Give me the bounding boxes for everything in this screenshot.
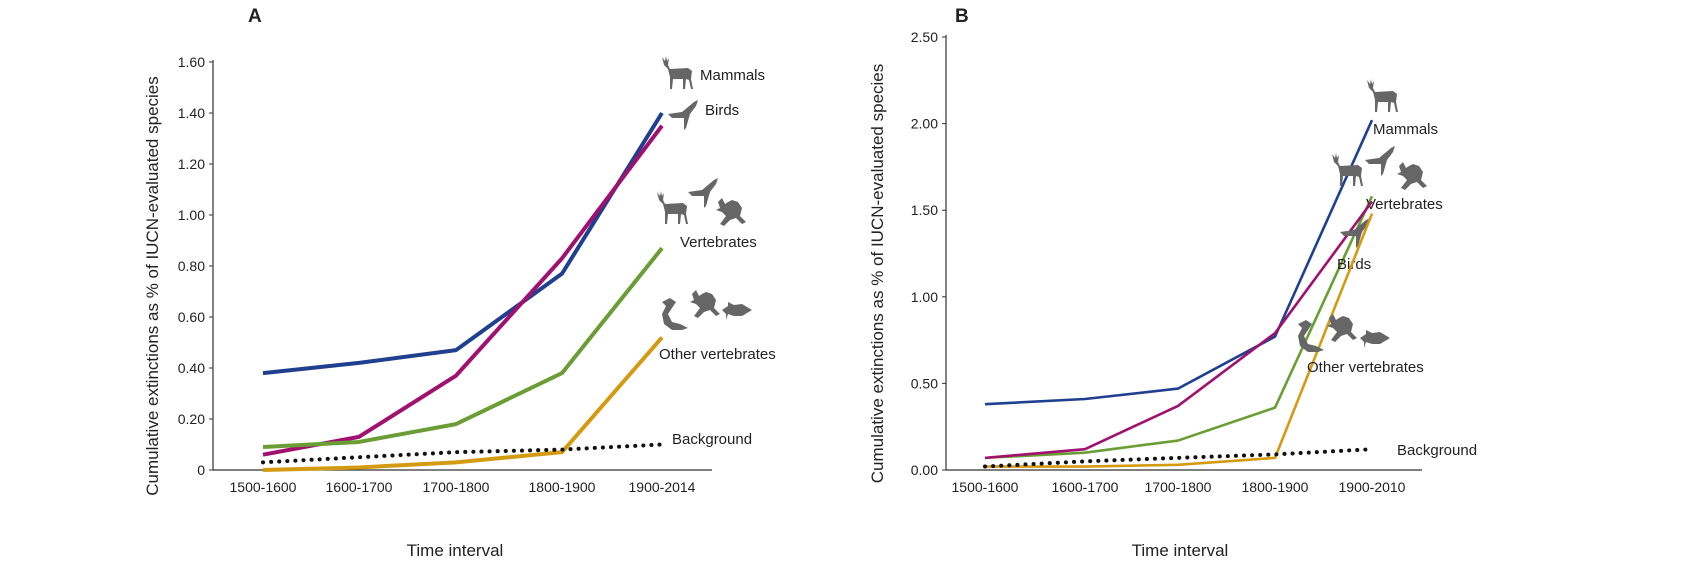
fish-icon [722,302,752,320]
x-tick-label: 1800-1900 [1242,479,1309,495]
x-tick-label: 1600-1700 [1052,479,1119,495]
y-tick-label: 2.50 [911,29,938,45]
frog-icon [690,290,720,318]
y-axis-title: Cumulative extinctions as % of IUCN-eval… [143,76,162,496]
series-label: Other vertebrates [659,346,776,363]
x-axis-title: Time interval [1132,541,1229,560]
frog-icon [1397,162,1427,190]
deer-icon [1332,153,1363,186]
deer-icon [1367,79,1398,112]
x-tick-label: 1600-1700 [326,479,393,495]
chart-panel-a: 0 0.20 0.40 0.60 0.80 1.00 1.20 1.40 1.60 1500-16… [143,6,776,560]
series-line-other-vertebrates [263,337,662,470]
y-tick-label: 0.20 [178,411,205,427]
series-label: Mammals [700,67,765,84]
y-tick-label: 0.00 [911,462,938,478]
series-line-background [263,445,662,463]
y-tick-label: 0.80 [178,258,205,274]
y-tick-label: 1.00 [911,289,938,305]
series-label: Birds [705,102,739,119]
x-axis-title: Time interval [407,541,504,560]
series-line-birds [985,202,1372,458]
deer-icon [662,56,693,89]
y-tick-label: 1.60 [178,54,205,70]
frog-icon [716,198,746,226]
series-label: Vertebrates [1366,196,1443,213]
bird-icon [1365,146,1395,176]
series-label: Background [1397,442,1477,459]
x-tick-label: 1800-1900 [529,479,596,495]
bird-icon [668,100,698,130]
series-line-mammals [263,113,662,373]
x-tick-label: 1700-1800 [1145,479,1212,495]
x-tick-label: 1500-1600 [952,479,1019,495]
x-tick-label: 1500-1600 [230,479,297,495]
series-label: Background [672,431,752,448]
snake-icon [662,298,688,330]
y-tick-label: 0 [197,462,205,478]
y-tick-label: 2.00 [911,116,938,132]
y-tick-label: 1.50 [911,202,938,218]
series-label: Vertebrates [680,234,757,251]
chart-panel-b: 0.00 0.50 1.00 1.50 2.00 2.50 1500-1600 1600-17… [868,6,1477,560]
x-tick-label: 1700-1800 [423,479,490,495]
y-tick-label: 0.60 [178,309,205,325]
x-tick-label: 1900-2010 [1339,479,1406,495]
frog-icon [1327,314,1357,342]
panel-label: A [248,6,262,27]
panel-label: B [955,6,969,27]
y-tick-label: 1.20 [178,156,205,172]
series-line-vertebrates [985,196,1372,458]
y-tick-label: 1.40 [178,105,205,121]
y-tick-label: 1.00 [178,207,205,223]
y-tick-label: 0.40 [178,360,205,376]
y-axis-title: Cumulative extinctions as % of IUCN-eval… [868,64,887,484]
series-label: Other vertebrates [1307,359,1424,376]
fish-icon [1360,330,1390,348]
bird-icon [688,178,718,208]
x-tick-label: 1900-2014 [629,479,696,495]
deer-icon [657,191,688,224]
series-label: Mammals [1373,121,1438,138]
y-tick-label: 0.50 [911,375,938,391]
